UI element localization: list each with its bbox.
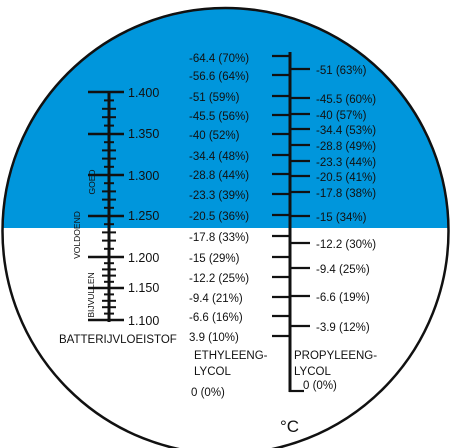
propylene-label: -23.3 (44%) bbox=[316, 157, 376, 169]
propylene-label: -51 (63%) bbox=[316, 65, 367, 77]
battery-scale: 1.400 1.350 1.300 1.250 1.200 1.150 1.10… bbox=[59, 86, 177, 346]
ethylene-label: -17.8 (33%) bbox=[189, 232, 249, 244]
ethylene-label: -51 (59%) bbox=[189, 92, 240, 104]
propylene-labels: -51 (63%) -45.5 (60%) -40 (57%) -34.4 (5… bbox=[294, 65, 377, 392]
battery-tick-label: 1.100 bbox=[128, 314, 159, 328]
glycol-ticks bbox=[272, 54, 310, 393]
propylene-label: -3.9 (12%) bbox=[316, 322, 370, 334]
propylene-label: -34.4 (53%) bbox=[316, 125, 376, 137]
propylene-name-line2: LYCOL bbox=[294, 366, 331, 378]
ethylene-name-line2: LYCOL bbox=[194, 366, 231, 378]
ethylene-name-line1: ETHYLEENG- bbox=[194, 350, 268, 362]
propylene-label: -9.4 (25%) bbox=[316, 264, 370, 276]
propylene-label: -45.5 (60%) bbox=[316, 94, 376, 106]
ethylene-label: -20.5 (36%) bbox=[189, 211, 249, 223]
glycol-scale: °C bbox=[272, 52, 310, 436]
zone-label-sufficient: VOLDOEND bbox=[72, 211, 82, 259]
battery-minor-ticks bbox=[88, 90, 124, 322]
propylene-zero-label: 0 (0%) bbox=[303, 380, 337, 392]
ethylene-label: -15 (29%) bbox=[189, 253, 240, 265]
ethylene-label: -6.6 (16%) bbox=[189, 312, 243, 324]
ethylene-label: -28.8 (44%) bbox=[189, 170, 249, 182]
ethylene-label: -23.3 (39%) bbox=[189, 190, 249, 202]
ethylene-labels: -64.4 (70%) -56.6 (64%) -51 (59%) -45.5 … bbox=[189, 53, 268, 399]
ethylene-label: 3.9 (10%) bbox=[189, 332, 239, 344]
ethylene-label: -9.4 (21%) bbox=[189, 293, 243, 305]
battery-scale-title: BATTERIJVLOEISTOF bbox=[59, 334, 177, 346]
zone-label-refill: BIJVULLEN bbox=[86, 272, 96, 317]
propylene-label: -17.8 (38%) bbox=[316, 188, 376, 200]
propylene-label: -6.6 (19%) bbox=[316, 292, 370, 304]
propylene-label: -20.5 (41%) bbox=[316, 172, 376, 184]
battery-tick-label: 1.300 bbox=[128, 169, 159, 183]
ethylene-label: -45.5 (56%) bbox=[189, 111, 249, 123]
unit-celsius: °C bbox=[280, 417, 299, 436]
reticle-border bbox=[1, 6, 450, 448]
propylene-label: -12.2 (30%) bbox=[316, 239, 376, 251]
ethylene-label: -64.4 (70%) bbox=[189, 53, 249, 65]
battery-tick-label: 1.150 bbox=[128, 281, 159, 295]
propylene-name-line1: PROPYLEENG- bbox=[294, 350, 377, 362]
propylene-label: -15 (34%) bbox=[316, 212, 367, 224]
ethylene-label: -12.2 (25%) bbox=[189, 273, 249, 285]
propylene-label: -40 (57%) bbox=[316, 110, 367, 122]
battery-tick-label: 1.350 bbox=[128, 127, 159, 141]
ethylene-label: -34.4 (48%) bbox=[189, 151, 249, 163]
propylene-label: -28.8 (49%) bbox=[316, 141, 376, 153]
battery-tick-label: 1.400 bbox=[128, 86, 159, 100]
battery-tick-label: 1.250 bbox=[128, 209, 159, 223]
battery-tick-label: 1.200 bbox=[128, 251, 159, 265]
ethylene-label: -40 (52%) bbox=[189, 130, 240, 142]
zone-label-good: GOED bbox=[87, 169, 97, 194]
ethylene-zero-label: 0 (0%) bbox=[191, 387, 225, 399]
ethylene-label: -56.6 (64%) bbox=[189, 71, 249, 83]
